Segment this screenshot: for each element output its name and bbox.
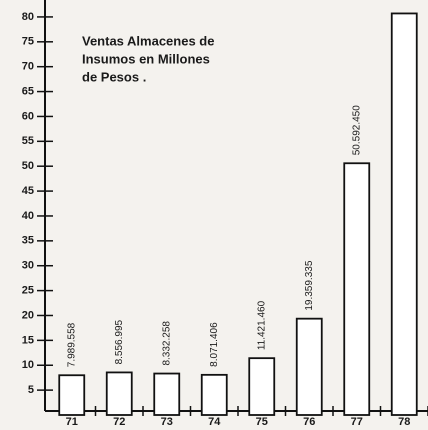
x-tick-label: 73 — [161, 416, 173, 428]
y-tick-label: 45 — [22, 185, 34, 197]
chart-title: Ventas Almacenes de — [82, 33, 214, 48]
y-tick-label: 40 — [22, 210, 34, 222]
data-label: 11.421.460 — [256, 300, 267, 350]
y-tick-label: 10 — [22, 359, 34, 371]
data-label: 8.071.406 — [209, 322, 220, 367]
x-tick-label: 72 — [113, 416, 125, 428]
bar — [58, 374, 86, 416]
y-tick-label: 80 — [22, 11, 34, 23]
x-tick-label: 71 — [66, 416, 78, 428]
y-tick-label: 60 — [22, 110, 34, 122]
y-tick-label: 50 — [22, 160, 34, 172]
bar — [153, 372, 181, 416]
y-tick-label: 5 — [28, 384, 34, 396]
x-tick-label: 77 — [351, 416, 363, 428]
chart-title: de Pesos . — [82, 69, 146, 84]
data-label: 7.989.558 — [66, 322, 77, 367]
y-tick-label: 55 — [22, 135, 34, 147]
bar — [248, 357, 276, 416]
y-tick-label: 65 — [22, 85, 34, 97]
data-label: 50.592.450 — [351, 105, 362, 155]
bar — [390, 12, 418, 416]
bar — [295, 317, 323, 416]
data-label: 19.359.335 — [304, 260, 315, 310]
bar — [343, 162, 371, 416]
y-tick-label: 70 — [22, 61, 34, 73]
bar — [105, 371, 133, 416]
y-tick-label: 15 — [22, 334, 34, 346]
y-tick-label: 30 — [22, 260, 34, 272]
y-tick-label: 25 — [22, 285, 34, 297]
y-tick-label: 35 — [22, 235, 34, 247]
data-label: 8.556.995 — [114, 319, 125, 364]
x-tick-label: 76 — [303, 416, 315, 428]
data-label: 8.332.258 — [161, 321, 172, 366]
y-tick-label: 20 — [22, 309, 34, 321]
y-tick-label: 75 — [22, 36, 34, 48]
x-tick-label: 74 — [208, 416, 221, 428]
bar — [200, 373, 228, 416]
x-tick-label: 78 — [398, 416, 410, 428]
chart-title: Insumos en Millones — [82, 51, 210, 66]
x-tick-label: 75 — [256, 416, 268, 428]
